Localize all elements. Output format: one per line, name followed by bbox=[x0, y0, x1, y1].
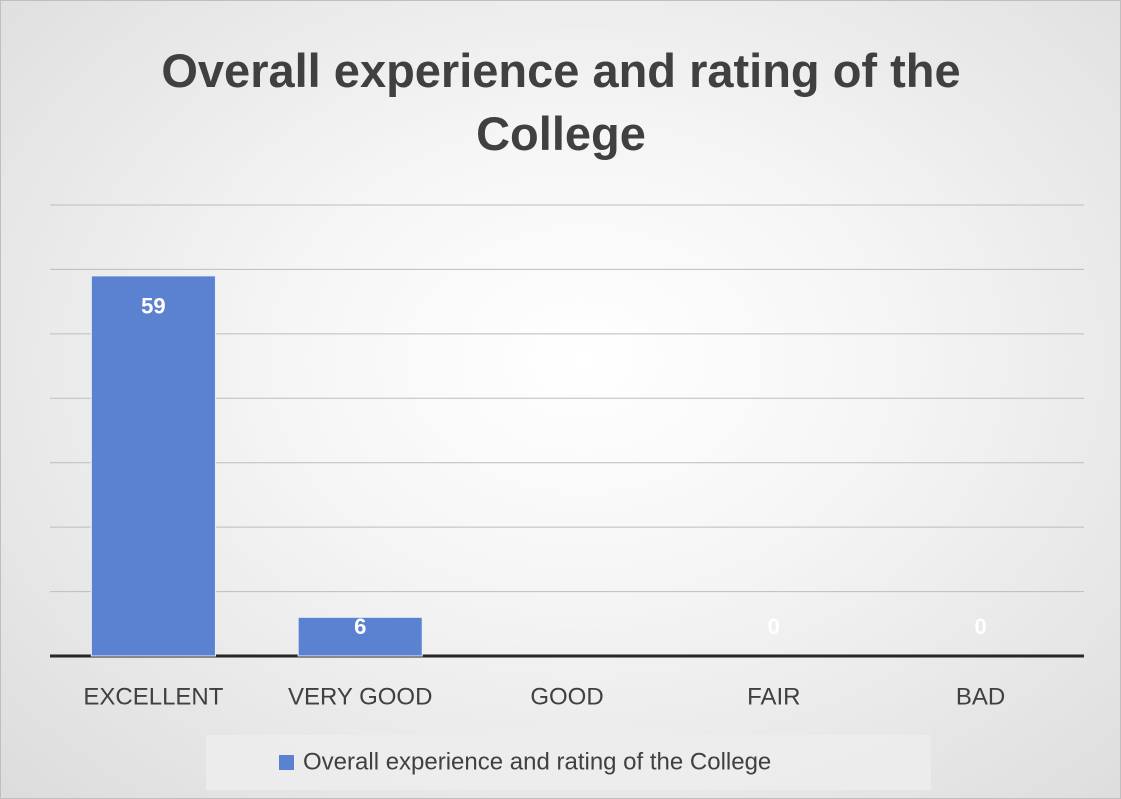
data-label: 59 bbox=[141, 294, 165, 319]
x-tick-label: EXCELLENT bbox=[83, 683, 223, 710]
x-tick-label: FAIR bbox=[747, 683, 800, 710]
bar bbox=[297, 616, 423, 657]
legend-swatch bbox=[279, 755, 294, 770]
x-tick-label: VERY GOOD bbox=[288, 683, 433, 710]
x-tick-label: BAD bbox=[956, 683, 1005, 710]
bar bbox=[90, 275, 216, 657]
legend-label: Overall experience and rating of the Col… bbox=[303, 748, 771, 775]
data-label: 0 bbox=[974, 614, 986, 639]
legend-box bbox=[206, 735, 931, 790]
x-tick-label: GOOD bbox=[530, 683, 603, 710]
data-label: 0 bbox=[768, 614, 780, 639]
data-label: 6 bbox=[354, 614, 366, 639]
chart-title: Overall experience and rating of the Col… bbox=[161, 44, 961, 160]
